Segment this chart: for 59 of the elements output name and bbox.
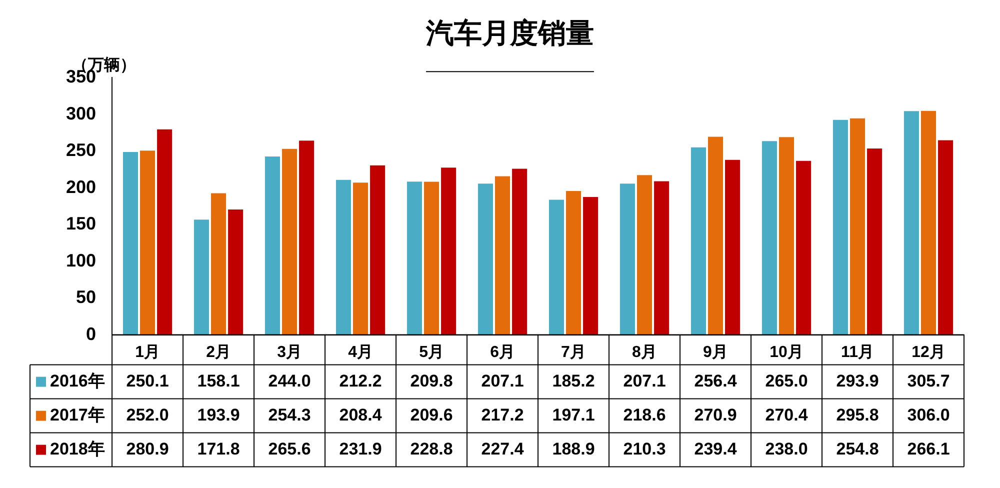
y-tick-label: 300 — [66, 103, 96, 124]
data-label: 265.6 — [268, 439, 311, 458]
x-tick-label: 4月 — [348, 344, 373, 361]
data-label: 256.4 — [694, 371, 738, 390]
data-label: 231.9 — [339, 439, 382, 458]
data-label: 212.2 — [339, 371, 382, 390]
legend-label: 2016年 — [50, 371, 105, 390]
data-label: 207.1 — [481, 371, 524, 390]
data-label: 270.4 — [765, 405, 808, 424]
legend-label: 2017年 — [50, 405, 105, 424]
data-label: 227.4 — [481, 439, 524, 458]
data-label: 239.4 — [694, 439, 738, 458]
x-tick-label: 9月 — [703, 344, 728, 361]
data-label: 265.0 — [765, 371, 808, 390]
x-tick-label: 6月 — [490, 344, 515, 361]
data-label: 293.9 — [836, 371, 879, 390]
data-label: 209.8 — [410, 371, 453, 390]
data-label: 254.8 — [836, 439, 879, 458]
data-label: 207.1 — [623, 371, 666, 390]
legend-label: 2018年 — [50, 439, 105, 458]
y-tick-label: 150 — [66, 214, 96, 234]
x-tick-label: 10月 — [770, 344, 804, 361]
data-label: 266.1 — [907, 439, 950, 458]
data-label: 217.2 — [481, 405, 524, 424]
y-tick-label: 100 — [66, 250, 96, 270]
y-tick-label: 250 — [66, 140, 96, 160]
data-label: 238.0 — [765, 439, 808, 458]
data-label: 197.1 — [552, 405, 595, 424]
data-label: 228.8 — [410, 439, 453, 458]
y-tick-label: 0 — [86, 324, 96, 344]
y-tick-label: 50 — [76, 287, 96, 308]
x-tick-label: 8月 — [632, 344, 657, 361]
chart-title: 汽车月度销量 — [425, 18, 594, 49]
data-label: 244.0 — [268, 371, 311, 390]
data-label: 188.9 — [552, 439, 595, 458]
data-label: 270.9 — [694, 405, 737, 424]
data-label: 295.8 — [836, 405, 879, 424]
x-tick-label: 1月 — [135, 344, 160, 361]
data-label: 208.4 — [339, 405, 382, 424]
x-tick-label: 7月 — [561, 344, 586, 361]
x-tick-label: 3月 — [277, 344, 302, 361]
data-label: 250.1 — [126, 371, 169, 390]
data-label: 218.6 — [623, 405, 666, 424]
x-tick-label: 11月 — [841, 344, 874, 361]
x-tick-label: 5月 — [419, 344, 444, 361]
data-label: 185.2 — [552, 371, 595, 390]
data-label: 280.9 — [126, 439, 169, 458]
data-label: 209.6 — [410, 405, 453, 424]
data-label: 210.3 — [623, 439, 666, 458]
data-label: 158.1 — [197, 371, 240, 390]
data-label: 171.8 — [197, 439, 240, 458]
y-tick-label: 200 — [66, 176, 96, 197]
data-label: 306.0 — [907, 405, 950, 424]
data-label: 193.9 — [197, 405, 240, 424]
data-label: 305.7 — [907, 371, 950, 390]
data-label: 254.3 — [268, 405, 311, 424]
x-tick-label: 12月 — [912, 344, 946, 361]
data-label: 252.0 — [126, 405, 169, 424]
x-tick-label: 2月 — [206, 344, 231, 361]
